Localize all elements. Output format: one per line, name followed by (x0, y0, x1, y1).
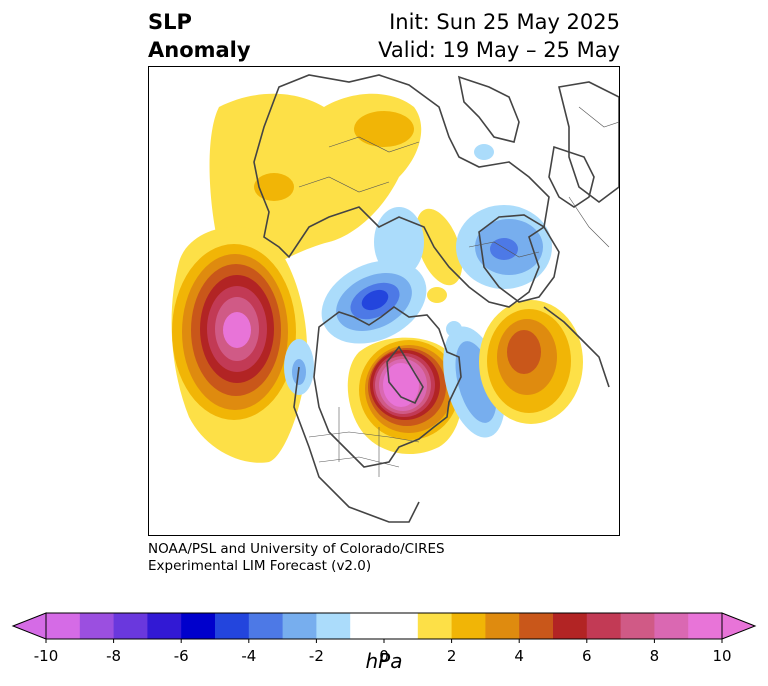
colorbar-cell (620, 613, 655, 639)
colorbar: -10 -8 -6 -4 -2 0 2 4 6 8 10 (11, 612, 757, 665)
colorbar-tick-label: 10 (712, 647, 731, 665)
colorbar-cell (79, 613, 115, 639)
colorbar-unit-label: hPa (365, 649, 403, 673)
europe-low (456, 144, 552, 289)
colorbar-cell (654, 613, 689, 639)
colorbar-cell (113, 613, 148, 639)
colorbar-cell (46, 613, 81, 639)
credit-text: NOAA/PSL and University of Colorado/CIRE… (148, 541, 445, 575)
colorbar-ticks: -10 -8 -6 -4 -2 0 2 4 6 8 10 (34, 639, 732, 665)
colorbar-high-arrow (721, 612, 757, 640)
colorbar-cell (384, 613, 419, 639)
anomaly-map (171, 74, 619, 523)
colorbar-cells (46, 613, 723, 639)
colorbar-cell (316, 613, 351, 639)
colorbar-tick-label: 4 (514, 647, 524, 665)
colorbar-cell (248, 613, 284, 639)
credit-line-2: Experimental LIM Forecast (v2.0) (148, 558, 372, 574)
colorbar-cell (417, 613, 453, 639)
north-atlantic-high (479, 300, 583, 424)
colorbar-tick-label: 2 (447, 647, 457, 665)
russia-positive-anomaly (209, 93, 463, 286)
map-dates: Init: Sun 25 May 2025 Valid: 19 May – 25… (378, 8, 620, 64)
title-line-1: SLP (148, 10, 192, 34)
colorbar-tick-label: 8 (650, 647, 660, 665)
title-line-2: Anomaly (148, 38, 251, 62)
colorbar-cell (181, 613, 216, 639)
colorbar-cell (519, 613, 554, 639)
colorbar-cell (350, 613, 385, 639)
colorbar-low-arrow (11, 612, 47, 640)
colorbar-tick-label: -4 (241, 647, 256, 665)
colorbar-cell (586, 613, 622, 639)
colorbar-tick-label: 0 (379, 647, 389, 665)
coastlines (253, 74, 619, 523)
credit-line-1: NOAA/PSL and University of Colorado/CIRE… (148, 541, 445, 557)
arctic-low (284, 207, 427, 395)
colorbar-cell (485, 613, 520, 639)
colorbar-cell (553, 613, 588, 639)
valid-range: Valid: 19 May – 25 May (378, 38, 620, 62)
political-borders (298, 106, 619, 477)
colorbar-tick-label: -10 (34, 647, 59, 665)
colorbar-tick-label: -6 (174, 647, 189, 665)
colorbar-cell (282, 613, 317, 639)
colorbar-cell (688, 613, 723, 639)
map-panel (148, 66, 620, 536)
colorbar-tick-label: -8 (106, 647, 121, 665)
north-pacific-high (171, 226, 308, 463)
init-date: Init: Sun 25 May 2025 (389, 10, 620, 34)
hudson-bay-high (347, 287, 463, 455)
colorbar-cell (215, 613, 250, 639)
colorbar-cell (147, 613, 182, 639)
colorbar-cell (451, 613, 486, 639)
colorbar-tick-label: 6 (582, 647, 592, 665)
map-title: SLP Anomaly (148, 8, 251, 64)
colorbar-tick-label: -2 (309, 647, 324, 665)
